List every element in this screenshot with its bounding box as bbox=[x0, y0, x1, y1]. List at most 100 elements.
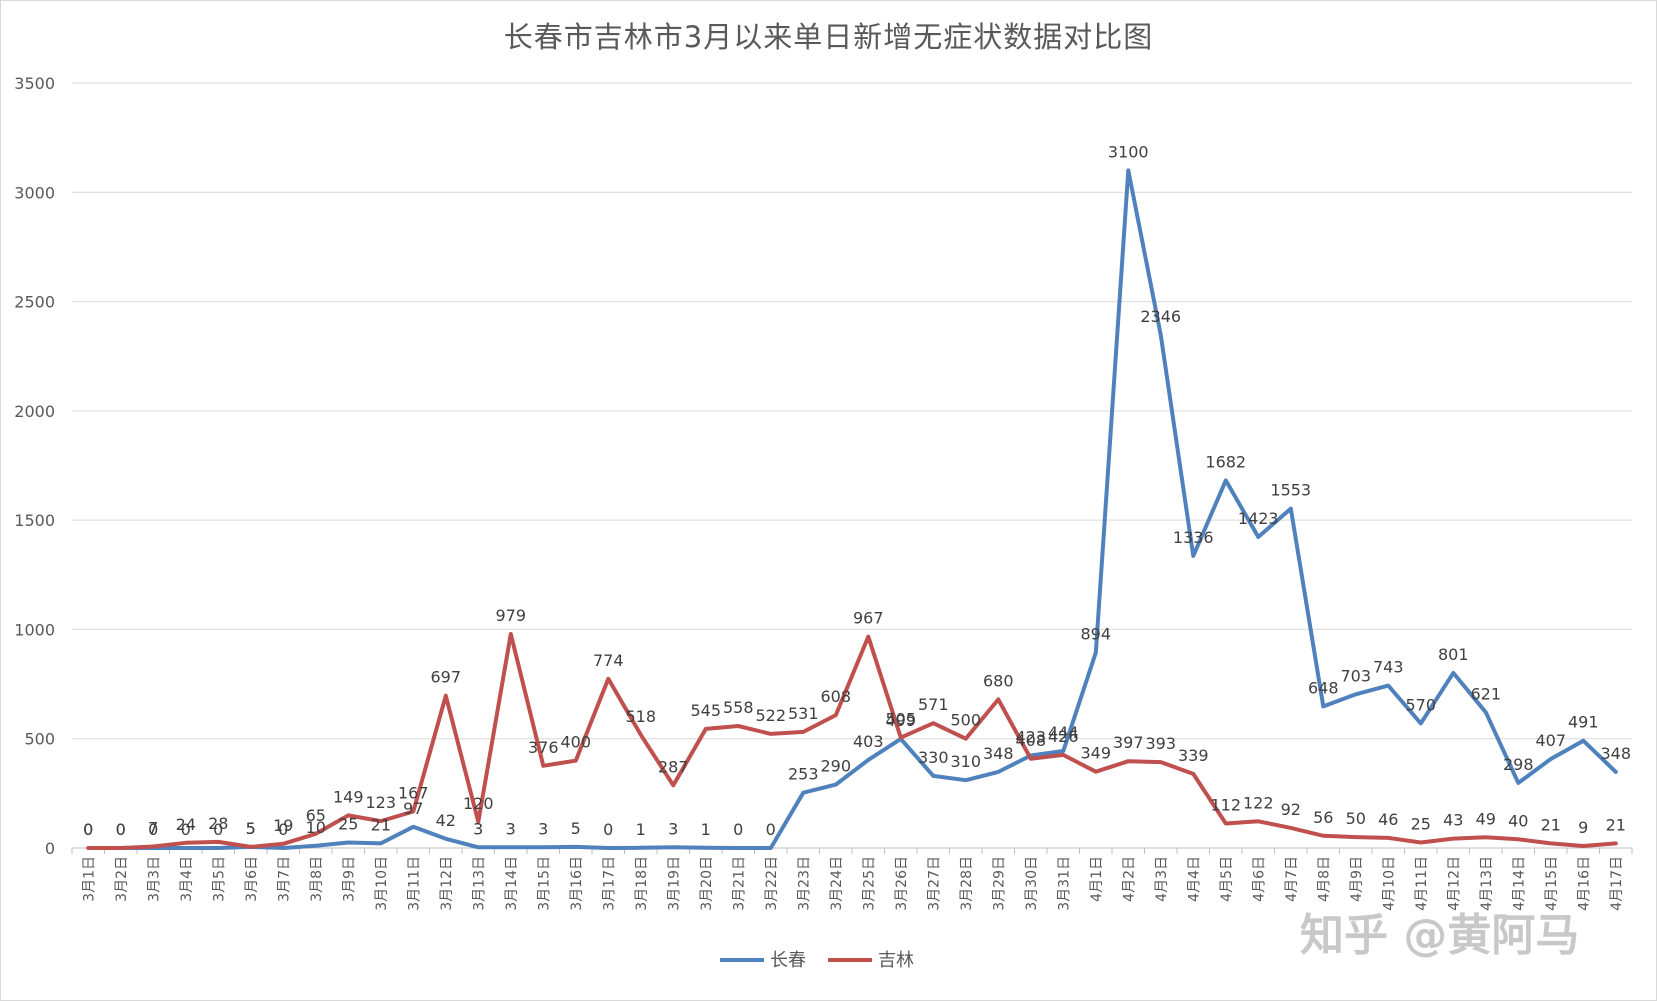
data-label: 3 bbox=[538, 819, 548, 838]
data-label: 0 bbox=[213, 820, 223, 839]
x-tick-label: 4月14日 bbox=[1511, 856, 1527, 911]
data-label: 3 bbox=[473, 819, 483, 838]
chart-title: 长春市吉林市3月以来单日新增无症状数据对比图 bbox=[503, 20, 1154, 54]
data-label: 10 bbox=[306, 818, 326, 837]
x-tick-label: 3月4日 bbox=[179, 856, 195, 902]
x-tick-label: 4月12日 bbox=[1446, 856, 1462, 911]
y-tick-label: 500 bbox=[24, 730, 55, 749]
x-tick-label: 3月16日 bbox=[569, 856, 585, 911]
data-label: 400 bbox=[560, 733, 591, 752]
x-tick-label: 3月25日 bbox=[861, 856, 877, 911]
data-label: 339 bbox=[1178, 746, 1209, 765]
y-tick-label: 2000 bbox=[14, 402, 55, 421]
data-label: 50 bbox=[1346, 809, 1366, 828]
data-label: 1336 bbox=[1173, 528, 1214, 547]
data-label: 1553 bbox=[1270, 481, 1311, 500]
x-tick-label: 3月3日 bbox=[146, 856, 162, 902]
data-label: 491 bbox=[1568, 713, 1599, 732]
series-line-1 bbox=[86, 168, 1618, 850]
x-tick-label: 3月1日 bbox=[81, 856, 97, 902]
y-axis: 0 500 1000 1500 2000 2500 3000 3500 bbox=[14, 74, 55, 858]
data-label: 0 bbox=[83, 820, 93, 839]
y-tick-label: 3000 bbox=[14, 183, 55, 202]
data-label: 120 bbox=[463, 794, 494, 813]
data-label: 92 bbox=[1281, 800, 1301, 819]
data-label: 330 bbox=[918, 748, 949, 767]
data-label: 24 bbox=[176, 815, 196, 834]
data-label: 408 bbox=[1015, 731, 1046, 750]
data-label: 348 bbox=[983, 744, 1014, 763]
data-label: 621 bbox=[1470, 684, 1501, 703]
data-label: 253 bbox=[788, 765, 819, 784]
data-label: 570 bbox=[1405, 695, 1436, 714]
data-label: 5 bbox=[246, 819, 256, 838]
data-label: 0 bbox=[116, 820, 126, 839]
data-label: 499 bbox=[885, 711, 916, 730]
x-tick-label: 4月10日 bbox=[1381, 856, 1397, 911]
data-label: 25 bbox=[1411, 815, 1431, 834]
x-tick-label: 3月15日 bbox=[536, 856, 552, 911]
x-tick-label: 4月9日 bbox=[1349, 856, 1365, 902]
x-tick-label: 4月2日 bbox=[1121, 856, 1137, 902]
legend-label: 吉林 bbox=[878, 950, 914, 971]
y-tick-label: 0 bbox=[45, 839, 55, 858]
data-label: 349 bbox=[1080, 744, 1111, 763]
data-label: 376 bbox=[528, 738, 559, 757]
data-label: 505 bbox=[885, 710, 916, 729]
data-label: 167 bbox=[398, 783, 429, 802]
data-label: 122 bbox=[1243, 793, 1274, 812]
x-tick-label: 4月5日 bbox=[1219, 856, 1235, 902]
data-label: 743 bbox=[1373, 658, 1404, 677]
data-label: 423 bbox=[1015, 728, 1046, 747]
y-tick-label: 3500 bbox=[14, 74, 55, 93]
data-label: 518 bbox=[625, 707, 656, 726]
data-label: 894 bbox=[1080, 625, 1111, 644]
x-tick-label: 3月17日 bbox=[601, 856, 617, 911]
data-label: 21 bbox=[371, 815, 391, 834]
x-tick-label: 3月23日 bbox=[796, 856, 812, 911]
data-label: 49 bbox=[1476, 809, 1496, 828]
data-label: 43 bbox=[1443, 811, 1463, 830]
data-label: 310 bbox=[950, 752, 981, 771]
x-tick-label: 3月24日 bbox=[829, 856, 845, 911]
data-label: 571 bbox=[918, 695, 949, 714]
data-label: 348 bbox=[1600, 744, 1631, 763]
data-label: 287 bbox=[658, 757, 689, 776]
data-label: 680 bbox=[983, 671, 1014, 690]
x-tick-label: 4月4日 bbox=[1186, 856, 1202, 902]
data-label: 979 bbox=[495, 606, 526, 625]
data-label: 3 bbox=[668, 819, 678, 838]
data-label: 0 bbox=[278, 820, 288, 839]
x-tick-label: 3月11日 bbox=[406, 856, 422, 911]
data-label: 123 bbox=[365, 793, 396, 812]
data-label: 2346 bbox=[1140, 307, 1181, 326]
x-tick-label: 4月11日 bbox=[1414, 856, 1430, 911]
data-label: 56 bbox=[1313, 808, 1333, 827]
data-label: 403 bbox=[853, 732, 884, 751]
data-label: 648 bbox=[1308, 678, 1339, 697]
data-label: 545 bbox=[690, 701, 721, 720]
data-label: 9 bbox=[1578, 818, 1588, 837]
data-label: 444 bbox=[1048, 723, 1079, 742]
data-label: 407 bbox=[1535, 731, 1566, 750]
data-label: 40 bbox=[1508, 811, 1528, 830]
data-label: 1682 bbox=[1205, 452, 1246, 471]
data-label: 28 bbox=[208, 814, 228, 833]
x-tick-label: 3月10日 bbox=[374, 856, 390, 911]
data-label: 0 bbox=[181, 820, 191, 839]
data-label: 703 bbox=[1340, 666, 1371, 685]
data-label: 1423 bbox=[1238, 509, 1279, 528]
data-label: 3 bbox=[506, 819, 516, 838]
x-tick-label: 3月22日 bbox=[764, 856, 780, 911]
data-label: 0 bbox=[116, 820, 126, 839]
data-label: 19 bbox=[273, 816, 293, 835]
data-label: 801 bbox=[1438, 645, 1469, 664]
data-label: 25 bbox=[338, 815, 358, 834]
x-tick-label: 4月3日 bbox=[1154, 856, 1170, 902]
data-label: 774 bbox=[593, 651, 624, 670]
data-label: 1 bbox=[636, 820, 646, 839]
x-tick-label: 3月29日 bbox=[991, 856, 1007, 911]
x-tick-label: 4月16日 bbox=[1576, 856, 1592, 911]
x-tick-label: 4月7日 bbox=[1284, 856, 1300, 902]
